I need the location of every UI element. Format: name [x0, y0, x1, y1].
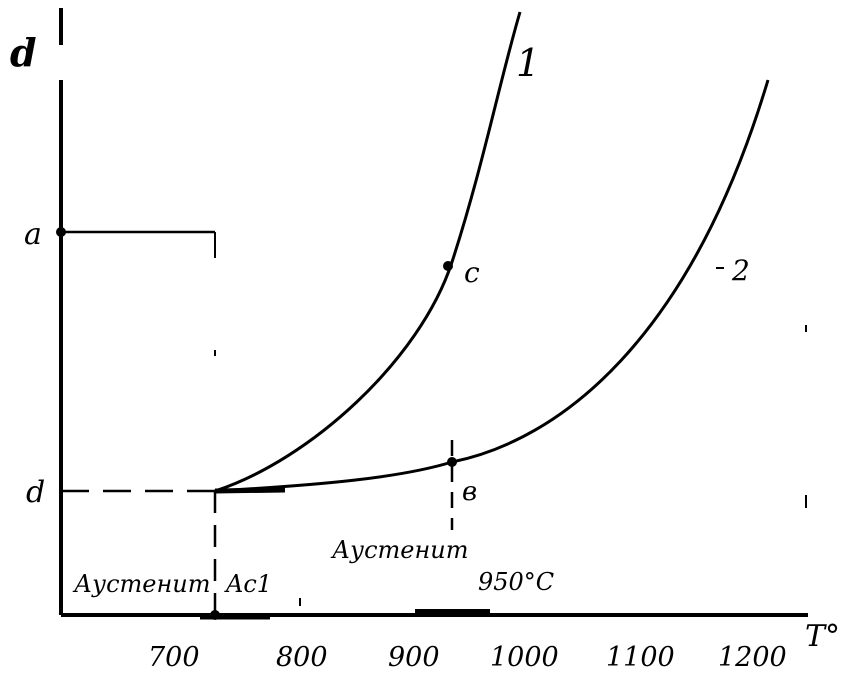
curve-2-point-b [447, 457, 457, 467]
x-tick-700: 700 [148, 642, 200, 673]
x-tick-1200: 1200 [718, 642, 787, 673]
x-tick-800: 800 [276, 642, 328, 673]
curve-1-label: 1 [516, 41, 540, 85]
curve-1 [214, 11, 522, 493]
temp-950-label: 950°C [478, 568, 554, 596]
growth-label: Аустенит [330, 536, 469, 564]
x-tick-900: 900 [388, 642, 440, 673]
x-tick-1000: 1000 [490, 642, 559, 673]
curve-2-label: 2 [731, 254, 750, 287]
curve-2 [214, 79, 770, 493]
x-tick-1100: 1100 [606, 642, 675, 673]
level-a-label: a [24, 217, 42, 252]
left-region-label: Аустенит [72, 570, 211, 598]
curve-1-point-c [443, 261, 453, 271]
ac1-label: Ac1 [224, 570, 272, 598]
curve-2-point-label: в [462, 477, 477, 507]
curve-1-point-label: c [464, 256, 480, 289]
level-d-label: d [26, 475, 45, 510]
x-axis-label: T° [805, 619, 840, 654]
y-axis-label: d [10, 30, 37, 75]
